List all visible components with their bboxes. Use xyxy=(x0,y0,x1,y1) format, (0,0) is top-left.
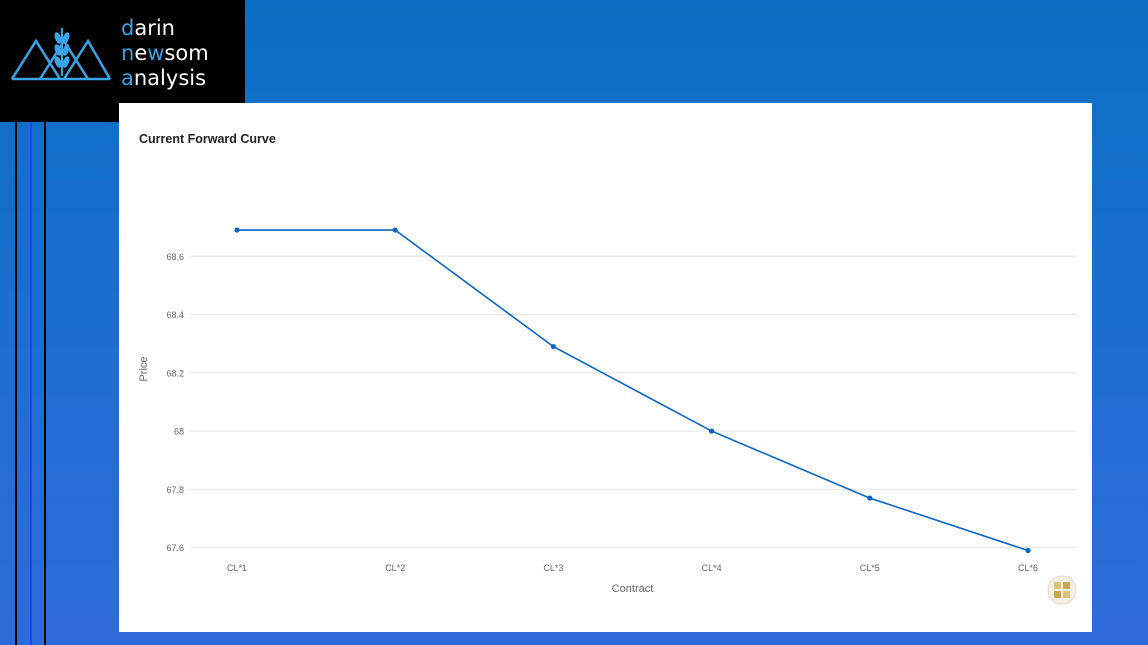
decor-line-black-1 xyxy=(15,122,17,645)
y-tick-label: 68.6 xyxy=(166,252,184,262)
x-axis-label: Contract xyxy=(612,583,654,595)
series-line xyxy=(237,229,1029,552)
data-point xyxy=(867,495,873,501)
brand-rest-2: som xyxy=(164,41,209,65)
brand-name: darin newsom analysis xyxy=(121,16,209,91)
x-tick-label: CL*2 xyxy=(385,563,405,573)
x-tick-label: CL*4 xyxy=(702,563,722,573)
chart-card: Current Forward Curve 67.6 67.8 68 68.2 68.4… xyxy=(119,103,1092,632)
brand-initial-n: n xyxy=(121,41,135,65)
brand-rest-3: nalysis xyxy=(133,66,207,90)
brand-mid-2: e xyxy=(134,41,148,65)
x-tick-label: CL*6 xyxy=(1018,563,1038,573)
x-tick-label: CL*1 xyxy=(227,563,247,573)
brand-rest-1: arin xyxy=(134,16,175,40)
y-tick-label: 68 xyxy=(174,427,184,437)
wheat-mountains-logo-icon xyxy=(10,28,112,81)
brand-initial-d: d xyxy=(121,16,135,40)
data-point xyxy=(1025,547,1031,554)
chart-title: Current Forward Curve xyxy=(139,132,276,146)
logo-panel: darin newsom analysis xyxy=(0,0,245,122)
y-tick-label: 67.6 xyxy=(166,543,184,553)
data-point xyxy=(234,227,240,233)
decor-line-black-2 xyxy=(44,122,46,645)
brand-initial-a: a xyxy=(121,66,134,90)
data-point xyxy=(550,343,556,350)
data-point xyxy=(709,428,715,434)
y-axis-label: Price xyxy=(138,356,150,381)
y-tick-label: 68.2 xyxy=(166,368,184,378)
decor-line-blue xyxy=(30,122,32,645)
brand-line-1: darin xyxy=(121,16,209,41)
brand-line-2: newsom xyxy=(121,41,209,66)
line-chart: 67.6 67.8 68 68.2 68.4 68.6 CL*1 CL*2 CL*3 CL*4 CL… xyxy=(138,227,1076,595)
brand-accent-w: w xyxy=(147,41,165,65)
data-point xyxy=(392,227,398,233)
y-tick-label: 68.4 xyxy=(166,310,184,320)
brand-line-3: analysis xyxy=(121,66,209,91)
x-tick-label: CL*3 xyxy=(543,563,563,573)
chart-badge-icon[interactable] xyxy=(1047,575,1077,605)
x-tick-label: CL*5 xyxy=(860,563,880,573)
y-tick-label: 67.8 xyxy=(166,485,184,495)
